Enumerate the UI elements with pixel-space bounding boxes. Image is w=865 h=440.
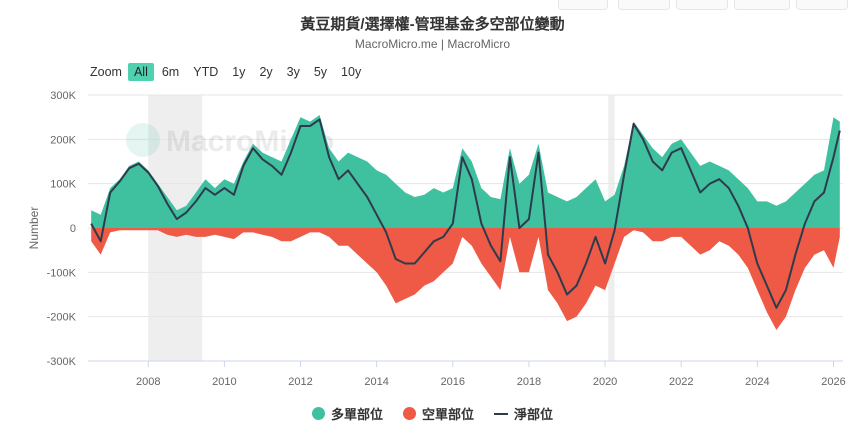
x-tick-label: 2010 <box>212 376 236 388</box>
y-tick-label: 0 <box>70 223 76 235</box>
x-tick-label: 2008 <box>136 376 160 388</box>
zoom-button[interactable]: 6m <box>161 65 180 79</box>
x-tick-label: 2016 <box>441 376 465 388</box>
zoom-label: Zoom <box>90 65 122 79</box>
zoom-button[interactable]: 10y <box>341 65 362 79</box>
legend-label: 淨部位 <box>514 407 554 422</box>
y-tick-label: -300K <box>47 356 77 368</box>
zoom-button[interactable]: YTD <box>193 65 219 79</box>
x-tick-label: 2018 <box>517 376 541 388</box>
zoom-selector: Zoom All 6m YTD 1y 2y 3y 5y 10y <box>90 63 369 81</box>
x-tick-label: 2020 <box>593 376 617 388</box>
toolbar-ghost-button[interactable] <box>734 0 790 10</box>
legend-label: 空單部位 <box>421 407 474 422</box>
toolbar-ghost-button[interactable] <box>618 0 670 10</box>
chart-title: 黃豆期貨/選擇權-管理基金多空部位變動 <box>300 16 565 33</box>
legend-item-net[interactable]: 淨部位 <box>494 404 553 423</box>
series-net-line <box>90 118 841 309</box>
toolbar-ghost-button[interactable] <box>676 0 728 10</box>
y-tick-label: 300K <box>50 90 76 102</box>
toolbar-ghost-button[interactable] <box>796 0 848 10</box>
chart-subtitle: MacroMicro.me | MacroMicro <box>354 37 511 51</box>
zoom-button[interactable]: 3y <box>286 65 300 79</box>
legend: 多單部位 空單部位 淨部位 <box>0 404 865 423</box>
x-tick-label: 2026 <box>821 376 845 388</box>
legend-dot-icon <box>402 407 416 420</box>
x-tick-label: 2012 <box>288 376 312 388</box>
legend-item-long[interactable]: 多單部位 <box>311 404 383 423</box>
zoom-button[interactable]: 1y <box>232 65 246 79</box>
legend-dot-icon <box>311 407 325 420</box>
zoom-button[interactable]: All <box>127 63 154 81</box>
series-short-area <box>91 228 840 330</box>
y-tick-label: 200K <box>50 134 76 146</box>
x-tick-label: 2024 <box>745 376 769 388</box>
x-tick-label: 2022 <box>669 376 693 388</box>
zoom-button[interactable]: 2y <box>259 65 273 79</box>
x-tick-label: 2014 <box>364 376 388 388</box>
series-long-area <box>91 115 840 228</box>
legend-label: 多單部位 <box>330 407 383 422</box>
y-axis-label: Number <box>27 207 41 250</box>
y-tick-label: -100K <box>47 267 77 279</box>
y-tick-label: 100K <box>50 179 76 191</box>
legend-line-icon <box>494 412 508 415</box>
toolbar-ghost-button[interactable] <box>558 0 608 10</box>
legend-item-short[interactable]: 空單部位 <box>402 404 474 423</box>
zoom-button[interactable]: 5y <box>313 65 328 79</box>
y-tick-label: -200K <box>47 312 77 324</box>
